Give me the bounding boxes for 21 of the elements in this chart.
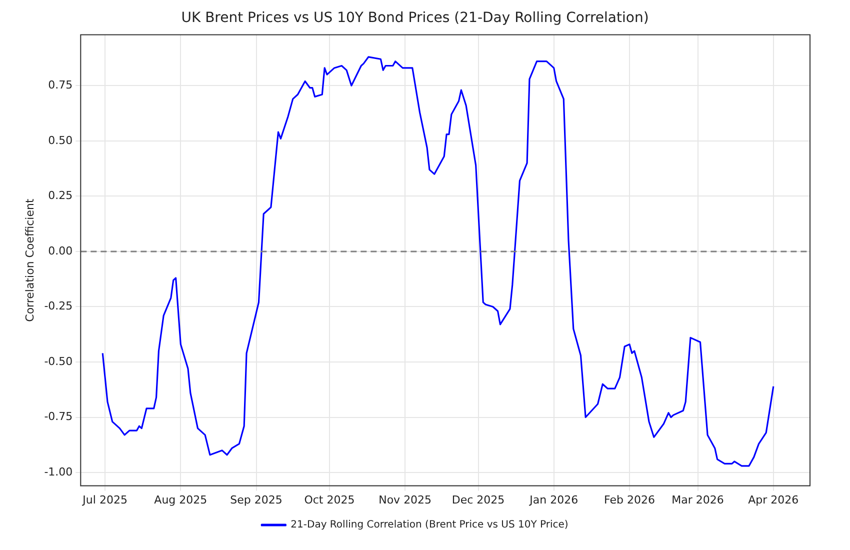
x-tick-label: Apr 2026 <box>748 493 799 506</box>
x-tick-label: Jan 2026 <box>528 493 578 506</box>
legend-label: 21-Day Rolling Correlation (Brent Price vs US 10Y Price) <box>290 520 568 531</box>
y-tick-label: 0.75 <box>48 78 73 92</box>
x-tick-label: Feb 2026 <box>604 493 655 506</box>
x-tick-label: Nov 2025 <box>378 493 432 506</box>
x-tick-label: Aug 2025 <box>154 493 208 506</box>
chart-title: UK Brent Prices vs US 10Y Bond Prices (21-Day Rolling Correlation) <box>181 10 649 26</box>
x-tick-label: Sep 2025 <box>230 493 282 506</box>
y-tick-label: -0.75 <box>44 410 73 424</box>
y-tick-label: -0.25 <box>44 300 73 313</box>
y-tick-label: 0.25 <box>48 189 73 202</box>
x-tick-label: Oct 2025 <box>304 493 355 506</box>
x-tick-label: Mar 2026 <box>672 493 724 506</box>
y-tick-label: 0.50 <box>48 134 73 147</box>
y-tick-label: 0.00 <box>48 244 73 258</box>
y-tick-label: -1.00 <box>44 465 73 478</box>
x-tick-label: Dec 2025 <box>452 493 505 506</box>
x-tick-label: Jul 2025 <box>82 493 128 506</box>
y-tick-label: -0.50 <box>44 354 73 368</box>
y-axis-title: Correlation Coefficient <box>23 198 36 322</box>
